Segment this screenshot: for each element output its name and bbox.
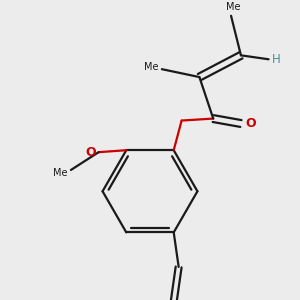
Text: O: O	[85, 146, 96, 159]
Text: Me: Me	[144, 62, 159, 72]
Text: Me: Me	[226, 2, 240, 12]
Text: H: H	[272, 53, 280, 66]
Text: Me: Me	[53, 168, 68, 178]
Text: O: O	[245, 117, 256, 130]
